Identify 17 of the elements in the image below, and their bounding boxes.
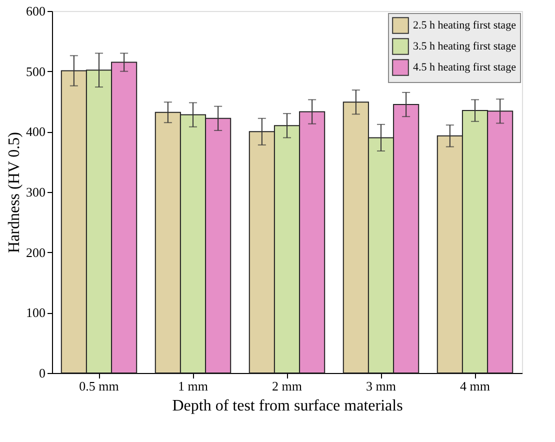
x-tick-label: 1 mm	[178, 378, 208, 394]
y-tick-label: 100	[26, 305, 46, 320]
legend-label: 3.5 h heating first stage	[413, 40, 516, 52]
y-tick-label: 300	[26, 184, 46, 200]
legend-label: 2.5 h heating first stage	[413, 20, 516, 32]
y-axis-title: Hardness (HV 0.5)	[6, 132, 23, 254]
y-tick-label: 600	[26, 4, 46, 18]
y-tick-label: 500	[26, 64, 46, 79]
x-tick-label: 0.5 mm	[79, 378, 119, 394]
y-tick-label: 0	[39, 366, 46, 380]
y-tick-label: 400	[26, 124, 46, 140]
legend-label: 4.5 h heating first stage	[413, 62, 516, 74]
x-tick-label: 3 mm	[366, 378, 396, 394]
y-tick-label: 200	[26, 244, 46, 260]
x-axis-title: Depth of test from surface materials	[172, 398, 403, 414]
x-tick-label: 2 mm	[272, 378, 302, 394]
x-tick-label: 4 mm	[460, 378, 490, 394]
